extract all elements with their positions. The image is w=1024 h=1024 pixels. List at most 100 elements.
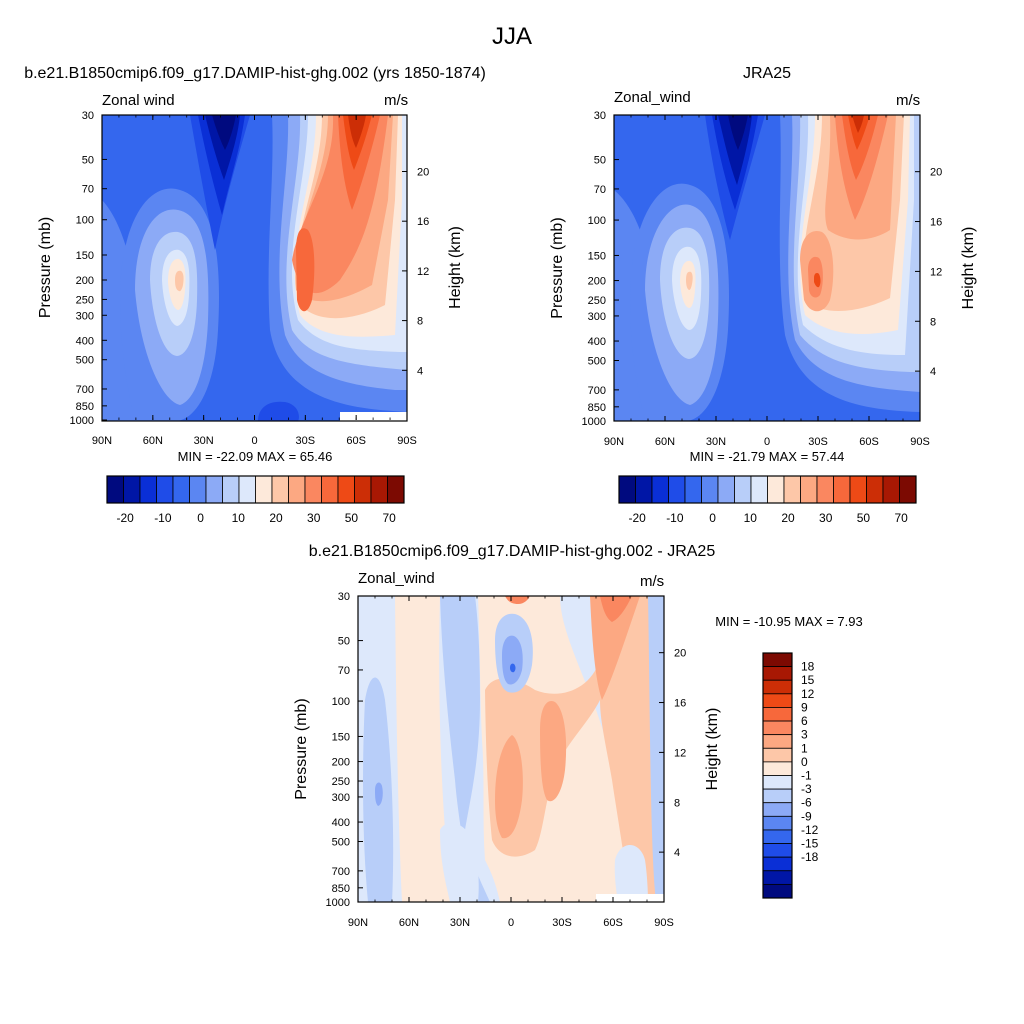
x-tick-label: 60N bbox=[399, 917, 419, 929]
axes: 90N 60N 30N 0 30S 60S 90S 30 50 70 100 150 200 250 300… bbox=[293, 591, 721, 929]
x-tick-label: 60S bbox=[346, 435, 366, 447]
colorbar-frame bbox=[618, 475, 917, 504]
colorbar-swatch bbox=[717, 475, 735, 504]
colorbar-label: 10 bbox=[232, 511, 246, 525]
x-tick-label: 90S bbox=[397, 435, 417, 447]
x-tick-label: 90S bbox=[654, 917, 674, 929]
y-tick-label: 50 bbox=[82, 154, 94, 166]
y-tick-label: 300 bbox=[588, 311, 606, 323]
colorbar-swatch bbox=[222, 475, 240, 504]
colorbar-label: 0 bbox=[801, 755, 808, 769]
colorbar-label: 1 bbox=[801, 741, 808, 755]
height-tick-label: 12 bbox=[930, 266, 942, 278]
y-tick-label: 300 bbox=[332, 792, 350, 804]
x-tick-label: 90N bbox=[604, 436, 624, 448]
y-tick-label: 700 bbox=[332, 866, 350, 878]
y-tick-label: 250 bbox=[332, 776, 350, 788]
colorbar-label: 20 bbox=[269, 511, 283, 525]
colorbar-label: 50 bbox=[857, 511, 871, 525]
panel-title: b.e21.B1850cmip6.f09_g17.DAMIP-hist-ghg.… bbox=[309, 543, 716, 560]
colorbar-swatch bbox=[762, 679, 793, 695]
contour-field bbox=[102, 115, 407, 421]
colorbar-swatch bbox=[783, 475, 801, 504]
colorbar-swatch bbox=[618, 475, 636, 504]
height-axis-title: Height (km) bbox=[704, 708, 721, 791]
height-tick-label: 12 bbox=[417, 266, 429, 278]
y-tick-label: 100 bbox=[588, 215, 606, 227]
colorbar-swatch bbox=[762, 775, 793, 790]
x-tick-label: 0 bbox=[764, 436, 770, 448]
colorbar-label: -12 bbox=[801, 823, 819, 837]
colorbar-swatch bbox=[156, 475, 174, 504]
x-tick-label: 30S bbox=[808, 436, 828, 448]
colorbar-swatch bbox=[255, 475, 273, 504]
x-tick-label: 0 bbox=[251, 435, 257, 447]
colorbar-swatch bbox=[651, 475, 669, 504]
x-tick-label: 60S bbox=[859, 436, 879, 448]
colorbar-label: -10 bbox=[666, 511, 684, 525]
y-tick-label: 1000 bbox=[70, 415, 94, 427]
colorbar-swatch bbox=[750, 475, 768, 504]
y-tick-label: 50 bbox=[594, 155, 606, 167]
colorbar-label: 18 bbox=[801, 660, 815, 674]
min-max-stats: MIN = -21.79 MAX = 57.44 bbox=[690, 449, 845, 464]
colorbar-label: 70 bbox=[894, 511, 908, 525]
colorbar: -20 -10 0 10 20 30 50 70 bbox=[106, 475, 405, 525]
height-tick-label: 20 bbox=[930, 167, 942, 179]
x-tick-label: 30N bbox=[194, 435, 214, 447]
colorbar-label: -18 bbox=[801, 850, 819, 864]
x-tick-label: 30S bbox=[552, 917, 572, 929]
variable-label: Zonal_wind bbox=[614, 89, 691, 106]
colorbar-swatch bbox=[762, 843, 793, 858]
colorbar-swatch bbox=[762, 788, 793, 804]
y-tick-label: 30 bbox=[594, 110, 606, 122]
colorbar-swatch bbox=[762, 802, 793, 817]
colorbar-swatch bbox=[762, 747, 793, 763]
panel-difference: b.e21.B1850cmip6.f09_g17.DAMIP-hist-ghg.… bbox=[293, 543, 863, 929]
x-tick-label: 0 bbox=[508, 917, 514, 929]
colorbar-label: 70 bbox=[382, 511, 396, 525]
height-tick-label: 4 bbox=[674, 847, 680, 859]
y-tick-label: 70 bbox=[338, 665, 350, 677]
colorbar-swatch bbox=[635, 475, 653, 504]
x-tick-label: 60N bbox=[143, 435, 163, 447]
y-tick-label: 700 bbox=[76, 384, 94, 396]
x-tick-label: 30N bbox=[450, 917, 470, 929]
colorbar-swatch bbox=[205, 475, 223, 504]
colorbar-swatch bbox=[899, 475, 917, 504]
y-tick-label: 50 bbox=[338, 636, 350, 648]
panel-title: b.e21.B1850cmip6.f09_g17.DAMIP-hist-ghg.… bbox=[24, 65, 486, 82]
colorbar-swatch bbox=[238, 475, 256, 504]
colorbar-swatch bbox=[304, 475, 322, 504]
colorbar-swatch bbox=[106, 475, 124, 504]
colorbar-swatch bbox=[762, 856, 793, 872]
colorbar-swatch bbox=[762, 707, 793, 722]
height-tick-label: 16 bbox=[674, 698, 686, 710]
y-tick-label: 100 bbox=[76, 215, 94, 227]
colorbar-label: 3 bbox=[801, 728, 808, 742]
units-label: m/s bbox=[640, 573, 664, 590]
height-tick-label: 4 bbox=[417, 365, 423, 377]
y-tick-label: 400 bbox=[588, 336, 606, 348]
colorbar-swatch bbox=[882, 475, 900, 504]
height-tick-label: 12 bbox=[674, 747, 686, 759]
y-tick-label: 70 bbox=[82, 184, 94, 196]
min-max-stats: MIN = -22.09 MAX = 65.46 bbox=[178, 449, 333, 464]
x-tick-label: 60S bbox=[603, 917, 623, 929]
colorbar-label: 50 bbox=[345, 511, 359, 525]
colorbar-frame bbox=[106, 475, 405, 504]
colorbar-swatch bbox=[762, 720, 793, 736]
height-tick-label: 8 bbox=[930, 316, 936, 328]
figure-title: JJA bbox=[492, 23, 532, 50]
colorbar-swatch bbox=[762, 734, 793, 749]
colorbar-swatch bbox=[762, 829, 793, 844]
height-tick-label: 8 bbox=[417, 316, 423, 328]
height-tick-label: 16 bbox=[417, 216, 429, 228]
contour-field bbox=[358, 596, 664, 902]
y-tick-label: 250 bbox=[76, 294, 94, 306]
colorbar-swatch bbox=[762, 761, 793, 776]
colorbar-label: 20 bbox=[781, 511, 795, 525]
colorbar-swatch bbox=[849, 475, 867, 504]
colorbar-swatch bbox=[684, 475, 702, 504]
